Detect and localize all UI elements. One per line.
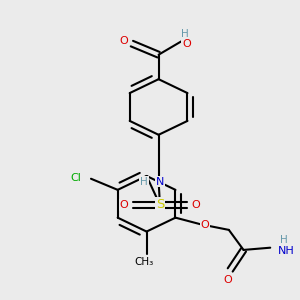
Text: N: N <box>156 176 164 187</box>
Text: O: O <box>223 275 232 285</box>
Text: Cl: Cl <box>71 172 82 183</box>
Text: O: O <box>200 220 209 230</box>
Text: CH₃: CH₃ <box>134 256 154 267</box>
Text: O: O <box>182 39 191 49</box>
Text: S: S <box>156 198 164 212</box>
Text: H: H <box>280 235 287 245</box>
Text: O: O <box>119 200 128 210</box>
Text: NH: NH <box>278 246 295 256</box>
Text: H: H <box>140 176 148 187</box>
Text: O: O <box>192 200 200 210</box>
Text: O: O <box>119 36 128 46</box>
Text: H: H <box>182 28 189 39</box>
